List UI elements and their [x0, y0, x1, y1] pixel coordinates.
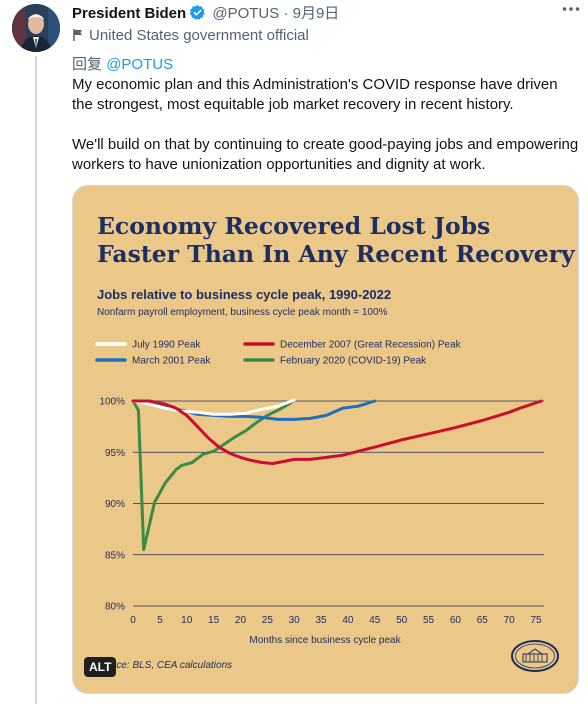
series-line: [131, 399, 543, 465]
x-tick-label: 60: [450, 615, 462, 626]
x-tick-label: 50: [396, 615, 408, 626]
chart-subtitle: Jobs relative to business cycle peak, 19…: [97, 287, 391, 302]
reply-mention-link[interactable]: @POTUS: [106, 56, 174, 73]
y-tick-label: 100%: [99, 397, 125, 408]
affiliation-text: United States government official: [89, 27, 309, 44]
x-tick-label: 20: [235, 615, 247, 626]
thread-line: [35, 56, 37, 704]
chart-source: rce: BLS, CEA calculations: [113, 660, 232, 671]
x-tick-label: 35: [316, 615, 328, 626]
legend-label: March 2001 Peak: [132, 356, 211, 367]
x-tick-label: 10: [181, 615, 193, 626]
x-tick-label: 15: [208, 615, 220, 626]
x-tick-label: 75: [530, 615, 542, 626]
alt-text-button[interactable]: ALT: [84, 657, 117, 677]
y-tick-label: 85%: [105, 550, 125, 561]
affiliation-label: United States government official: [72, 27, 309, 44]
chart-series: [131, 398, 543, 552]
x-tick-label: 0: [130, 615, 136, 626]
tweet-paragraph: My economic plan and this Administration…: [72, 76, 558, 113]
x-tick-label: 65: [477, 615, 489, 626]
y-tick-label: 80%: [105, 602, 125, 613]
y-tick-label: 90%: [105, 499, 125, 510]
chart-legend: July 1990 Peak December 2007 (Great Reces…: [95, 340, 462, 367]
y-tick-label: 95%: [105, 448, 125, 459]
x-tick-label: 70: [504, 615, 516, 626]
legend-label: February 2020 (COVID-19) Peak: [280, 356, 427, 367]
reply-prefix: 回复: [72, 56, 103, 73]
chart-title-line1: Economy Recovered Lost Jobs: [97, 212, 490, 240]
tweet-media-image[interactable]: Economy Recovered Lost Jobs Faster Than …: [72, 185, 579, 694]
author-handle[interactable]: @POTUS: [212, 5, 280, 22]
author-name[interactable]: President Biden: [72, 5, 187, 22]
legend-label: December 2007 (Great Recession) Peak: [280, 340, 462, 351]
flag-icon: [73, 29, 82, 41]
tweet-paragraph: We'll build on that by continuing to cre…: [72, 136, 579, 173]
chart-subtitle2: Nonfarm payroll employment, business cyc…: [97, 307, 388, 318]
tweet-text: My economic plan and this Administration…: [72, 75, 582, 175]
reply-context: 回复 @POTUS: [72, 53, 173, 74]
more-dots-icon[interactable]: [562, 6, 580, 12]
chart-title-line2: Faster Than In Any Recent Recovery: [97, 240, 576, 268]
x-tick-label: 25: [262, 615, 274, 626]
x-tick-label: 5: [157, 615, 163, 626]
series-line: [131, 398, 296, 416]
tweet-date[interactable]: · 9月9日: [283, 5, 340, 22]
x-tick-label: 40: [342, 615, 354, 626]
chart-grid: [133, 400, 544, 607]
x-tick-label: 55: [423, 615, 435, 626]
x-tick-label: 45: [369, 615, 381, 626]
x-tick-label: 30: [289, 615, 301, 626]
avatar[interactable]: [12, 4, 60, 52]
verified-badge-icon: [189, 4, 206, 25]
jobs-recovery-chart: Economy Recovered Lost Jobs Faster Than …: [73, 186, 578, 693]
chart-ticks: 100% 95% 90% 85% 80% 0 5 10 15 20 25 30 35 40 45 50 55 60…: [99, 397, 542, 627]
white-house-seal-icon: [511, 640, 559, 672]
legend-label: July 1990 Peak: [132, 340, 201, 351]
tweet-header: President Biden @POTUS · 9月9日: [72, 2, 578, 24]
x-axis-label: Months since business cycle peak: [249, 635, 401, 646]
